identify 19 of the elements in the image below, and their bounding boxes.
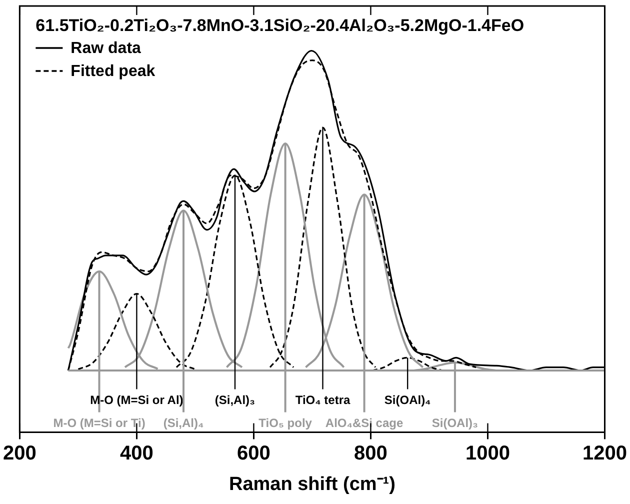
x-tick-label: 400: [120, 442, 154, 465]
x-axis-title: Raman shift (cm⁻¹): [228, 474, 396, 495]
x-tick-label: 800: [354, 442, 388, 465]
chart-title: 61.5TiO₂-0.2Ti₂O₃-7.8MnO-3.1SiO₂-20.4Al₂O₃-5.2MgO-1.4FeO: [36, 16, 524, 35]
annotation: AlO₄&Si cage: [325, 416, 404, 430]
annotation: Si(OAl)₃: [432, 416, 478, 430]
annotation: (Si,Al)₄: [163, 416, 204, 430]
annotation: Si(OAl)₄: [384, 393, 432, 408]
x-tick-label: 1200: [582, 442, 628, 465]
x-tick-label: 600: [237, 442, 270, 465]
annotation: M-O (M=Si or Al): [90, 393, 184, 408]
x-tick-label: 200: [2, 442, 36, 465]
legend-label: Raw data: [70, 40, 142, 57]
legend-label: Fitted peak: [70, 63, 156, 80]
annotation: M-O (M=Si or Ti): [53, 416, 146, 430]
annotation: TiO₄ tetra: [295, 393, 350, 408]
annotation: TiO₅ poly: [258, 416, 312, 430]
x-tick-label: 1000: [465, 442, 510, 465]
annotation: (Si,Al)₃: [214, 393, 256, 408]
